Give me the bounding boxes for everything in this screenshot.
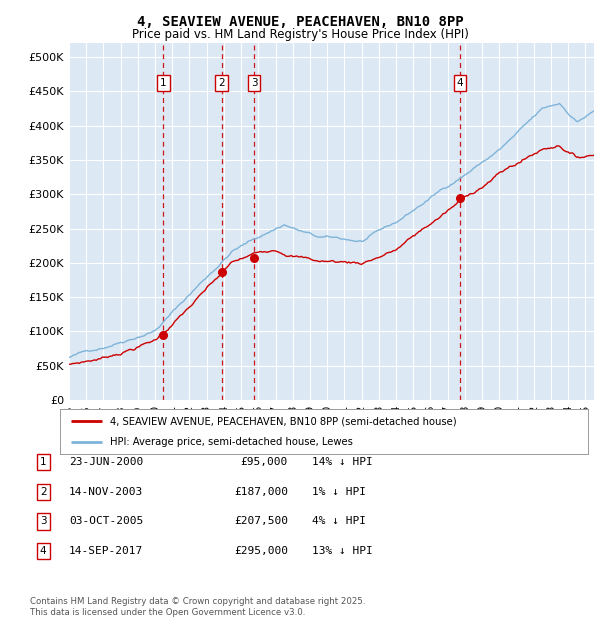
Text: 2: 2 — [218, 78, 225, 88]
Text: 4: 4 — [457, 78, 463, 88]
Text: 23-JUN-2000: 23-JUN-2000 — [69, 457, 143, 467]
Text: 03-OCT-2005: 03-OCT-2005 — [69, 516, 143, 526]
Text: 4% ↓ HPI: 4% ↓ HPI — [312, 516, 366, 526]
Text: 3: 3 — [40, 516, 47, 526]
Text: £207,500: £207,500 — [234, 516, 288, 526]
Text: 1% ↓ HPI: 1% ↓ HPI — [312, 487, 366, 497]
Text: 1: 1 — [160, 78, 167, 88]
Text: 2: 2 — [40, 487, 47, 497]
Text: £95,000: £95,000 — [241, 457, 288, 467]
Text: 4, SEAVIEW AVENUE, PEACEHAVEN, BN10 8PP: 4, SEAVIEW AVENUE, PEACEHAVEN, BN10 8PP — [137, 16, 463, 30]
Text: £187,000: £187,000 — [234, 487, 288, 497]
Text: 14-SEP-2017: 14-SEP-2017 — [69, 546, 143, 556]
Text: 14% ↓ HPI: 14% ↓ HPI — [312, 457, 373, 467]
Text: £295,000: £295,000 — [234, 546, 288, 556]
Text: HPI: Average price, semi-detached house, Lewes: HPI: Average price, semi-detached house,… — [110, 436, 353, 447]
Text: Price paid vs. HM Land Registry's House Price Index (HPI): Price paid vs. HM Land Registry's House … — [131, 28, 469, 41]
Text: 3: 3 — [251, 78, 257, 88]
Text: 4, SEAVIEW AVENUE, PEACEHAVEN, BN10 8PP (semi-detached house): 4, SEAVIEW AVENUE, PEACEHAVEN, BN10 8PP … — [110, 416, 457, 427]
Text: 4: 4 — [40, 546, 47, 556]
Text: 13% ↓ HPI: 13% ↓ HPI — [312, 546, 373, 556]
Text: Contains HM Land Registry data © Crown copyright and database right 2025.
This d: Contains HM Land Registry data © Crown c… — [30, 598, 365, 617]
Text: 1: 1 — [40, 457, 47, 467]
Text: 14-NOV-2003: 14-NOV-2003 — [69, 487, 143, 497]
